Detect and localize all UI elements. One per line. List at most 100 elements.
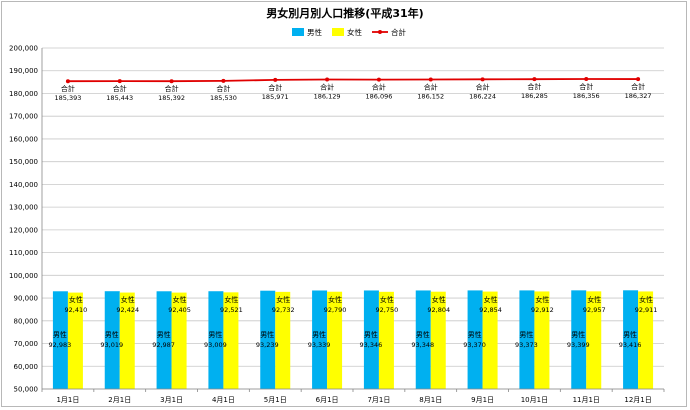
- total-point: [117, 79, 122, 84]
- data-label-total-name: 合計: [527, 82, 541, 91]
- data-label-male-name: 男性: [53, 330, 67, 339]
- bar-female: [223, 292, 239, 389]
- bar-female: [378, 291, 394, 389]
- data-label-male-value: 93,399: [567, 341, 590, 349]
- y-tick-label: 110,000: [9, 249, 38, 257]
- data-label-male-name: 男性: [208, 330, 222, 339]
- total-point: [636, 77, 641, 82]
- data-label-female-value: 92,750: [376, 306, 399, 314]
- bar-female: [534, 291, 550, 389]
- data-label-total-name: 合計: [113, 84, 127, 93]
- bar-male: [623, 290, 639, 389]
- data-label-male-value: 93,373: [515, 341, 538, 349]
- data-label-male-value: 93,019: [100, 341, 123, 349]
- data-label-total-value: 185,530: [210, 94, 237, 102]
- x-tick-label: 6月1日: [316, 396, 339, 404]
- data-label-total-name: 合計: [424, 82, 438, 91]
- data-label-male-value: 93,339: [308, 341, 331, 349]
- x-tick-label: 5月1日: [264, 396, 287, 404]
- data-label-male-value: 92,983: [49, 341, 72, 349]
- bar-female: [586, 291, 602, 389]
- data-label-total-name: 合計: [320, 83, 334, 92]
- data-label-total-value: 186,129: [314, 93, 341, 101]
- bar-female: [482, 291, 498, 389]
- data-label-female-value: 92,410: [65, 306, 88, 314]
- y-tick-label: 130,000: [9, 204, 38, 212]
- data-label-total-value: 186,285: [521, 92, 548, 100]
- x-tick-label: 10月1日: [521, 396, 548, 404]
- y-tick-label: 160,000: [9, 135, 38, 143]
- data-label-total-name: 合計: [372, 83, 386, 92]
- data-label-total-value: 186,327: [625, 92, 652, 100]
- total-point: [65, 79, 70, 84]
- legend-swatch: [292, 28, 304, 36]
- data-label-female-name: 女性: [121, 295, 135, 304]
- data-label-male-value: 92,987: [152, 341, 175, 349]
- data-label-female-value: 92,912: [531, 306, 554, 314]
- grid-lines: [42, 47, 664, 390]
- bar-female: [275, 291, 291, 389]
- data-label-total-value: 185,393: [54, 94, 81, 102]
- bar-male: [156, 291, 172, 389]
- bar-female: [67, 292, 83, 389]
- x-tick-label: 3月1日: [160, 396, 183, 404]
- data-label-male-value: 93,009: [204, 341, 227, 349]
- total-point: [169, 79, 174, 84]
- y-tick-label: 120,000: [9, 226, 38, 234]
- bar-male: [260, 290, 276, 389]
- x-tick-label: 12月1日: [624, 396, 651, 404]
- y-tick-label: 60,000: [14, 363, 39, 371]
- data-label-female-name: 女性: [276, 295, 290, 304]
- y-tick-label: 50,000: [14, 386, 39, 394]
- data-label-total-name: 合計: [579, 82, 593, 91]
- data-label-total-value: 185,971: [262, 93, 289, 101]
- data-labels: 男性 92,983 女性 92,410 男性 93,019 女性 92,424 男性 92,987…: [49, 82, 658, 349]
- data-label-total-name: 合計: [61, 84, 75, 93]
- data-label-female-value: 92,854: [479, 306, 502, 314]
- data-label-female-name: 女性: [224, 295, 238, 304]
- total-point: [532, 77, 537, 82]
- legend-label: 女性: [347, 27, 362, 37]
- bars: [52, 290, 654, 389]
- total-line: [65, 77, 641, 84]
- bar-male: [571, 290, 587, 389]
- data-label-total-value: 185,443: [106, 94, 133, 102]
- bar-male: [415, 290, 431, 389]
- data-label-total-value: 186,356: [573, 92, 600, 100]
- data-label-female-value: 92,804: [427, 306, 450, 314]
- data-label-male-name: 男性: [519, 330, 533, 339]
- data-label-female-value: 92,790: [324, 306, 347, 314]
- legend-label: 男性: [307, 27, 322, 37]
- bar-male: [363, 290, 379, 389]
- legend: 男性 女性 合計: [292, 27, 406, 37]
- data-label-total-name: 合計: [165, 84, 179, 93]
- y-tick-label: 140,000: [9, 181, 38, 189]
- chart-title: 男女別月別人口推移(平成31年): [266, 6, 423, 20]
- data-label-female-name: 女性: [328, 295, 342, 304]
- bar-male: [104, 291, 120, 389]
- data-label-female-name: 女性: [380, 295, 394, 304]
- data-label-female-name: 女性: [639, 295, 653, 304]
- data-label-male-value: 93,348: [411, 341, 434, 349]
- data-label-total-name: 合計: [216, 84, 230, 93]
- data-label-male-name: 男性: [364, 330, 378, 339]
- legend-swatch: [332, 28, 344, 36]
- data-label-male-name: 男性: [571, 330, 585, 339]
- data-label-female-value: 92,424: [116, 306, 139, 314]
- data-label-female-value: 92,732: [272, 306, 295, 314]
- y-tick-label: 70,000: [14, 340, 39, 348]
- bar-female: [430, 291, 446, 389]
- data-label-total-value: 186,224: [469, 92, 496, 100]
- data-label-female-name: 女性: [535, 295, 549, 304]
- total-point: [480, 77, 485, 82]
- x-tick-label: 8月1日: [419, 396, 442, 404]
- total-point: [221, 78, 226, 83]
- data-label-male-name: 男性: [468, 330, 482, 339]
- bar-female: [171, 292, 187, 389]
- total-point: [376, 77, 381, 82]
- data-label-male-value: 93,239: [256, 341, 279, 349]
- data-label-female-value: 92,957: [583, 306, 606, 314]
- y-tick-label: 80,000: [14, 317, 39, 325]
- bar-male: [312, 290, 328, 389]
